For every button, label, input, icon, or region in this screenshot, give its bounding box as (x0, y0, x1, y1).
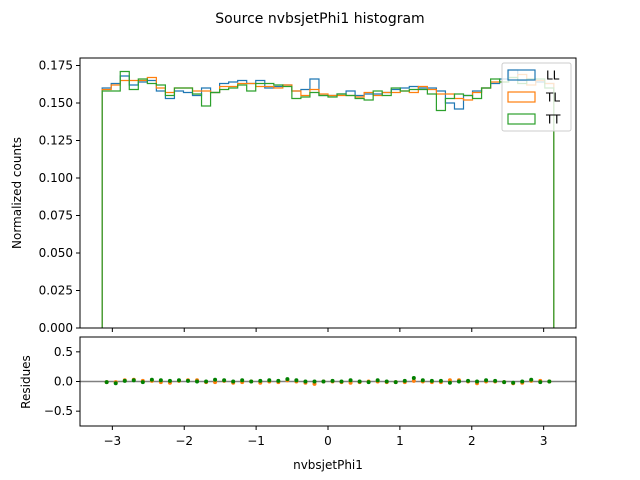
residue-points-group (104, 375, 552, 386)
residue-point (402, 378, 407, 383)
residue-point (411, 378, 416, 383)
histogram-y-tick-label: 0.175 (39, 59, 73, 73)
residue-x-tick-label: 0 (324, 434, 332, 448)
residue-point (475, 379, 480, 384)
residue-y-tick-label: 0.5 (54, 345, 73, 359)
residue-point (529, 377, 534, 382)
residue-x-axis-label: nvbsjetPhi1 (293, 458, 363, 472)
histogram-y-tick-label: 0.150 (39, 96, 73, 110)
residue-point (122, 378, 127, 383)
residue-point (294, 378, 299, 383)
residue-x-tick-label: 2 (468, 434, 476, 448)
residue-point (357, 379, 362, 384)
residue-point (429, 378, 434, 383)
residue-point (447, 380, 452, 385)
residue-point (167, 378, 172, 383)
residue-point (393, 380, 398, 385)
residue-point (104, 380, 109, 385)
legend-swatch-ll (507, 69, 536, 81)
residue-x-tick-label: −2 (175, 434, 193, 448)
residue-point (231, 379, 236, 384)
histogram-series-group (101, 69, 555, 328)
residue-x-tick-label: −3 (103, 434, 121, 448)
residue-point (276, 378, 281, 383)
residue-point (176, 378, 181, 383)
figure-title: Source nvbsjetPhi1 histogram (215, 11, 424, 27)
residue-point (149, 377, 154, 382)
histogram-y-ticks: 0.000 0.025 0.050 0.075 0.100 0.125 0.150 0.175 (39, 59, 80, 335)
residue-point (240, 378, 245, 383)
residue-point (456, 379, 461, 384)
residue-point (204, 379, 209, 384)
legend-label-tt: TT (545, 113, 561, 127)
residue-point (520, 379, 525, 384)
residue-point (312, 379, 317, 384)
residue-point (484, 378, 489, 383)
histogram-panel: 0.000 0.025 0.050 0.075 0.100 0.125 0.150 0.175… (10, 57, 577, 335)
residue-point (303, 379, 308, 384)
residue-y-tick-label: −0.5 (44, 404, 73, 418)
residue-x-tick-label: 1 (396, 434, 404, 448)
residue-point (420, 378, 425, 383)
residue-point (547, 379, 552, 384)
residue-point (466, 378, 471, 383)
histogram-y-tick-label: 0.050 (39, 246, 73, 260)
histogram-x-ticks (111, 328, 545, 332)
residue-point (113, 381, 118, 386)
residue-point (321, 379, 326, 384)
residue-x-ticks: −3 −2 −1 0 1 2 3 (103, 426, 547, 448)
residue-point (375, 378, 380, 383)
residue-point (339, 379, 344, 384)
histogram-plot-area (80, 58, 576, 328)
residue-point (411, 375, 416, 380)
legend-swatch-tt (507, 113, 536, 125)
residue-point (131, 378, 136, 383)
histogram-y-tick-label: 0.000 (39, 321, 73, 335)
residue-point (213, 377, 218, 382)
residue-point (538, 380, 543, 385)
legend-label-tl: TL (545, 91, 560, 105)
residue-point (348, 378, 353, 383)
residue-point (502, 380, 507, 385)
residue-point (258, 378, 263, 383)
histogram-y-tick-label: 0.125 (39, 134, 73, 148)
histogram-series-tt (101, 70, 555, 328)
residue-point (195, 379, 200, 384)
residue-point (366, 380, 371, 385)
residue-panel: −0.5 0.0 0.5 −3 −2 −1 0 1 2 3 Residues nvbsjetPh… (19, 336, 577, 472)
histogram-y-tick-label: 0.100 (39, 171, 73, 185)
histogram-y-axis-label: Normalized counts (10, 137, 24, 249)
residue-y-tick-label: 0.0 (54, 375, 73, 389)
residue-x-tick-label: 3 (540, 434, 548, 448)
residue-point (185, 378, 190, 383)
histogram-y-tick-label: 0.025 (39, 284, 73, 298)
residue-point (330, 378, 335, 383)
residue-point (267, 378, 272, 383)
histogram-y-tick-label: 0.075 (39, 209, 73, 223)
legend: LL TL TT (501, 62, 572, 132)
residue-point (249, 379, 254, 384)
legend-label-ll: LL (546, 69, 560, 83)
residue-point (384, 379, 389, 384)
residue-point (158, 378, 163, 383)
residue-point (493, 378, 498, 383)
legend-frame (501, 62, 572, 132)
residue-y-ticks: −0.5 0.0 0.5 (44, 345, 80, 418)
residue-point (438, 378, 443, 383)
residue-point (285, 377, 290, 382)
residue-point (222, 378, 227, 383)
residue-point (511, 380, 516, 385)
residue-x-tick-label: −1 (247, 434, 265, 448)
residue-y-axis-label: Residues (19, 355, 33, 409)
residue-point (140, 380, 145, 385)
legend-swatch-tl (507, 91, 536, 103)
